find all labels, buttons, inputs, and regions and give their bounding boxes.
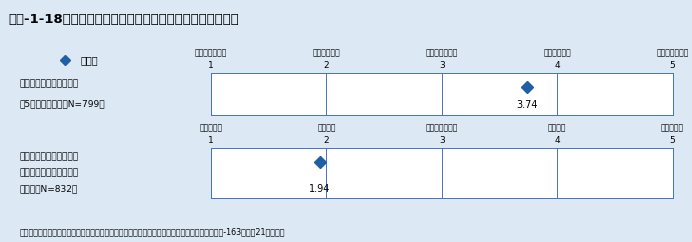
Text: 1.94: 1.94	[309, 184, 330, 194]
Text: 1: 1	[208, 61, 214, 70]
Text: 資料：科学技術・学術政策研究所、文部科学省「我が国の科学技術人材の流動性調査」調査資料-163（平成21年１月）: 資料：科学技術・学術政策研究所、文部科学省「我が国の科学技術人材の流動性調査」調…	[19, 228, 285, 237]
Text: 日本人の研究者の流動性: 日本人の研究者の流動性	[19, 80, 78, 89]
Text: 1: 1	[208, 136, 214, 145]
Text: 2: 2	[324, 61, 329, 70]
Text: 変化していない: 変化していない	[426, 123, 458, 132]
Text: 国内機関間の流動性に関: 国内機関間の流動性に関	[19, 153, 78, 162]
Text: 4: 4	[554, 61, 560, 70]
Text: 3: 3	[439, 136, 445, 145]
Text: 極めて高い: 極めて高い	[661, 123, 684, 132]
Text: 極めて減少した: 極めて減少した	[195, 48, 227, 57]
Text: の比較（N=832）: の比較（N=832）	[19, 184, 78, 193]
Text: やや増加した: やや増加した	[543, 48, 571, 57]
Text: 極めて低い: 極めて低い	[199, 123, 223, 132]
Text: する我が国と他先進国と: する我が国と他先進国と	[19, 168, 78, 178]
Text: やや高い: やや高い	[548, 123, 567, 132]
Text: 変化していない: 変化していない	[426, 48, 458, 57]
Text: 4: 4	[554, 136, 560, 145]
Text: 5: 5	[670, 136, 675, 145]
Text: 平均値: 平均値	[80, 55, 98, 65]
Text: やや低い: やや低い	[317, 123, 336, 132]
Text: 2: 2	[324, 136, 329, 145]
Text: 3.74: 3.74	[516, 100, 538, 110]
Text: やや減少した: やや減少した	[313, 48, 340, 57]
Text: 3: 3	[439, 61, 445, 70]
Text: 5: 5	[670, 61, 675, 70]
Text: は5年前に比べて（N=799）: は5年前に比べて（N=799）	[19, 99, 105, 108]
Text: 第１-1-18図／我が国の人材の流動性に関する研究者の認識: 第１-1-18図／我が国の人材の流動性に関する研究者の認識	[8, 13, 239, 26]
Text: 極めて増加した: 極めて増加した	[657, 48, 689, 57]
